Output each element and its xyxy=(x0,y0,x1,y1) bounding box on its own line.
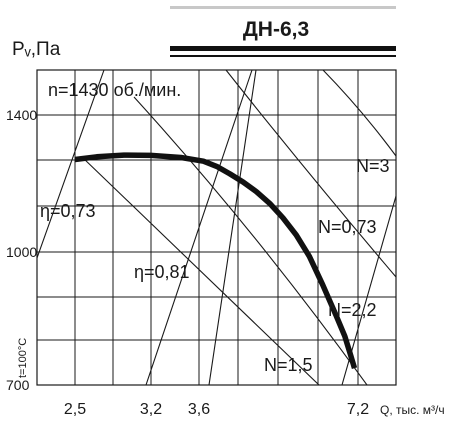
grid xyxy=(36,69,397,386)
y-axis-label: Pᵥ,Па xyxy=(12,39,61,60)
chart-title: ДН-6,3 xyxy=(243,18,309,41)
x-tick-label: 3,6 xyxy=(188,401,210,418)
x-axis-label: Q, тыс. м³/ч xyxy=(380,403,445,417)
header-thin-line xyxy=(170,55,396,57)
header-thick-line xyxy=(170,46,396,51)
power-22-label: N=2,2 xyxy=(328,300,377,320)
efficiency-081-label: η=0,81 xyxy=(134,262,190,282)
x-tick-label: 2,5 xyxy=(64,401,86,418)
power-3-label: N=3 xyxy=(356,156,390,176)
y-tick-label: 700 xyxy=(6,377,30,393)
power-line-073 xyxy=(225,69,397,278)
pressure-curve xyxy=(74,152,358,369)
power-15-label: N=1,5 xyxy=(264,355,313,375)
y-tick-label: 1400 xyxy=(6,107,37,123)
power-line-22 xyxy=(133,96,368,386)
rpm-line xyxy=(208,69,257,386)
efficiency-line-middle xyxy=(145,69,253,386)
x-tick-label: 3,2 xyxy=(140,401,162,418)
x-tick-label: 7,2 xyxy=(347,401,369,418)
efficiency-line-left xyxy=(36,69,105,259)
axis-ticks: 2,5 3,2 3,6 7,2 700 1000 1400 xyxy=(6,107,369,418)
temperature-label: t=100°C xyxy=(17,338,29,378)
plot-frame xyxy=(36,69,397,386)
y-tick-label: 1000 xyxy=(6,244,37,260)
power-line-15 xyxy=(81,156,320,386)
efficiency-073-right-label: =0,73 xyxy=(331,217,377,237)
rpm-annotation: n=1430 об./мин. xyxy=(48,80,181,100)
power-line-3 xyxy=(322,69,397,157)
header-gray-bar xyxy=(170,6,396,9)
power-073-label: N xyxy=(318,217,331,237)
efficiency-073-left-label: η=0,73 xyxy=(40,201,96,221)
